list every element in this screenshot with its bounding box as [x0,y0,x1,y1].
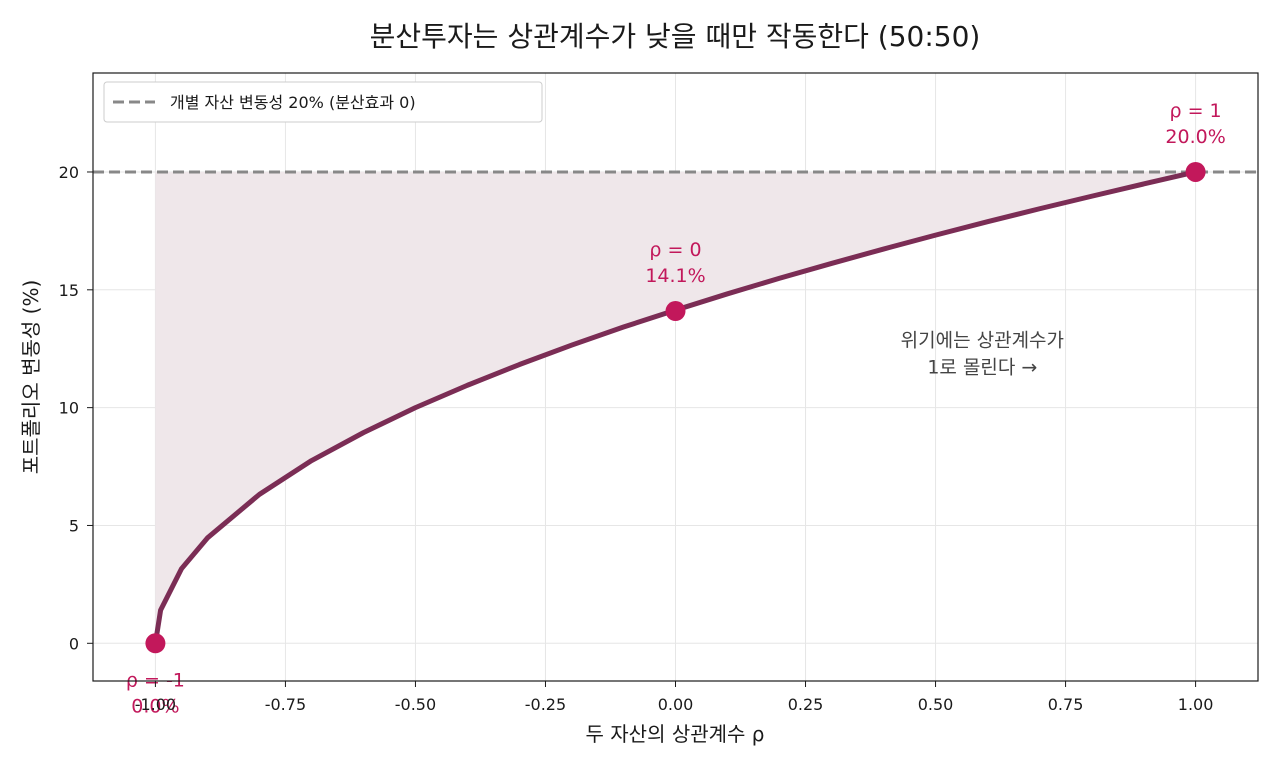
annotation-line-1: 1로 몰린다 → [927,356,1037,378]
point-label-value-0: 0.0% [131,695,179,717]
legend-entry-reference: 개별 자산 변동성 20% (분산효과 0) [170,93,416,112]
point-label-value-2: 20.0% [1165,126,1225,148]
point-label-rho-2: ρ = 1 [1170,100,1222,122]
legend-box [103,81,543,123]
legend: 개별 자산 변동성 20% (분산효과 0) [103,81,543,123]
x-axis-ticks: -1.00 -0.75 -0.50 -0.25 0.00 0.25 0.50 0.75 1.00 [135,681,1214,714]
chart-title: 분산투자는 상관계수가 낮을 때만 작동한다 (50:50) [370,20,981,53]
x-tick-label-6: 0.50 [918,695,954,714]
y-tick-label-3: 15 [59,281,79,300]
x-tick-label-3: -0.25 [525,695,566,714]
fill-area [155,171,1196,644]
x-tick-label-1: -0.75 [265,695,306,714]
x-axis-label: 두 자산의 상관계수 ρ [586,722,765,746]
y-tick-label-0: 0 [69,634,79,653]
annotation-line-0: 위기에는 상관계수가 [901,329,1064,351]
y-tick-label-1: 5 [69,516,79,535]
y-tick-label-2: 10 [59,399,79,418]
y-axis-label: 포트폴리오 변동성 (%) [19,280,43,475]
x-tick-label-4: 0.00 [658,695,694,714]
x-tick-label-8: 1.00 [1178,695,1214,714]
y-axis-ticks: 0 5 10 15 20 [59,163,93,653]
x-tick-label-0: -1.00 [135,695,176,714]
x-tick-label-2: -0.50 [395,695,436,714]
series-line-layer [152,169,1199,646]
series-line [152,169,1199,646]
x-tick-label-5: 0.25 [788,695,824,714]
point-label-rho-0: ρ = -1 [126,669,185,691]
x-tick-label-7: 0.75 [1048,695,1084,714]
highlight-point-0 [145,633,166,654]
y-tick-label-4: 20 [59,163,79,182]
highlight-points: ρ = -1 0.0% ρ = 0 14.1% ρ = 1 20.0% [126,100,1226,717]
annotation: 위기에는 상관계수가 1로 몰린다 → [901,329,1064,378]
highlight-point-2 [1185,161,1206,182]
highlight-point-1 [665,301,686,322]
point-label-value-1: 14.1% [645,265,705,287]
point-label-rho-1: ρ = 0 [649,239,701,261]
diversification-gap-area [155,171,1196,644]
